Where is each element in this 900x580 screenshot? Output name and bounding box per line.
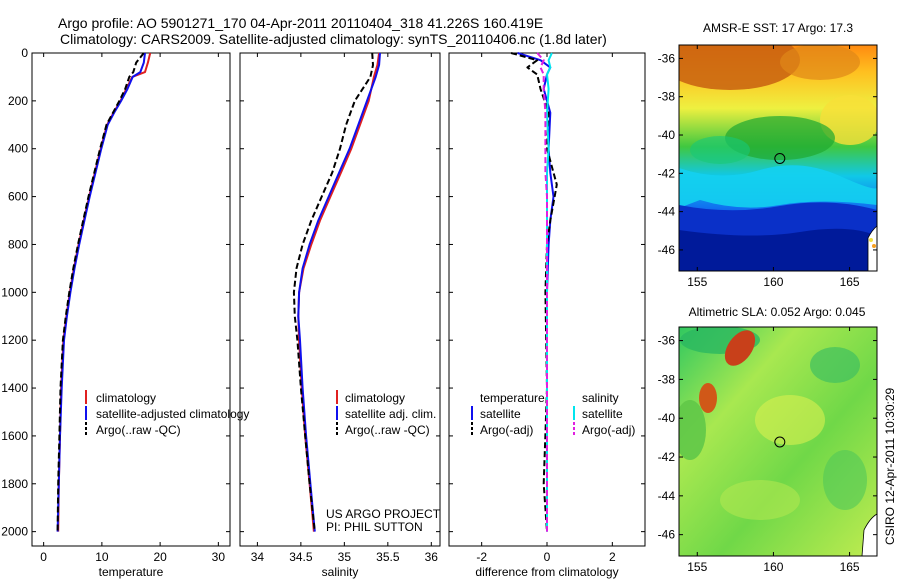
y-tick-label: 1000 <box>1 285 28 299</box>
y-tick-label: -38 <box>658 90 676 104</box>
legend-entry: Argo(-adj) <box>480 423 533 437</box>
y-tick-label: 600 <box>8 190 28 204</box>
y-tick-label: -44 <box>658 205 676 219</box>
figure-title-line1: Argo profile: AO 5901271_170 04-Apr-2011… <box>58 15 543 31</box>
y-tick-label: 200 <box>8 94 28 108</box>
x-tick-label: 0 <box>40 550 47 564</box>
series-line <box>56 52 145 532</box>
plot-frame <box>239 52 441 547</box>
figure-title-line2: Climatology: CARS2009. Satellite-adjuste… <box>60 31 607 47</box>
x-tick-label: -2 <box>476 550 487 564</box>
difference-legend: temperature satellite Argo(-adj) salinit… <box>471 391 635 437</box>
x-tick-label: 30 <box>212 550 226 564</box>
legend-entry: Argo(-adj) <box>582 423 635 437</box>
y-tick-label: -40 <box>658 411 676 425</box>
x-tick-label: 34 <box>251 550 265 564</box>
y-tick-label: 2000 <box>1 525 28 539</box>
timestamp-stamp: CSIRO 12-Apr-2011 10:30:29 <box>883 387 897 545</box>
y-tick-label: 1600 <box>1 429 28 443</box>
y-tick-label: 400 <box>8 142 28 156</box>
y-tick-label: -36 <box>658 334 676 348</box>
y-tick-label: -46 <box>658 528 676 542</box>
x-tick-label: 0 <box>544 550 551 564</box>
x-tick-label: 2 <box>609 550 616 564</box>
legend-entry: climatology <box>96 391 156 405</box>
series-line <box>297 52 381 532</box>
sla-axes: -36 -38 -40 -42 -44 -46 155 160 165 <box>658 327 877 574</box>
x-axis-label: temperature <box>99 565 164 579</box>
sst-axes: -36 -38 -40 -42 -44 -46 155 160 165 <box>658 45 877 289</box>
x-tick-label: 155 <box>687 275 707 289</box>
sst-map-panel: AMSR-E SST: 17 Argo: 17.3 -36 -38 -40 -42 -4… <box>658 21 878 289</box>
legend-entry: satellite-adjusted climatology <box>96 407 249 421</box>
x-tick-label: 10 <box>95 550 109 564</box>
x-tick-label: 160 <box>763 275 783 289</box>
series-line <box>536 52 548 532</box>
temperature-legend: climatology satellite-adjusted climatolo… <box>85 390 249 437</box>
x-axis-label: salinity <box>322 565 359 579</box>
y-tick-label: 0 <box>21 46 28 60</box>
legend-entry: climatology <box>345 391 405 405</box>
x-tick-label: 155 <box>687 560 707 574</box>
argo-position-marker <box>774 152 786 164</box>
y-tick-label: -38 <box>658 372 676 386</box>
temperature-panel: 0 200 400 600 800 1000 1200 1400 1600 1800 2000 0 10… <box>1 46 231 579</box>
series-line <box>56 52 146 532</box>
sst-heatmap <box>679 45 877 271</box>
y-tick-label: -36 <box>658 51 676 65</box>
y-tick-label: -46 <box>658 243 676 257</box>
x-axis-label: difference from climatology <box>475 565 618 579</box>
sla-map-title: Altimetric SLA: 0.052 Argo: 0.045 <box>689 305 866 319</box>
y-tick-label: 1200 <box>1 333 28 347</box>
y-tick-label: 1800 <box>1 477 28 491</box>
legend-entry: satellite <box>480 407 521 421</box>
y-tick-label: -44 <box>658 489 676 503</box>
y-tick-label: 1400 <box>1 381 28 395</box>
x-tick-label: 36 <box>425 550 439 564</box>
x-tick-label: 35.5 <box>376 550 400 564</box>
legend-entry: satellite adj. clim. <box>345 407 436 421</box>
pi-credit: PI: PHIL SUTTON <box>326 520 423 534</box>
sla-heatmap <box>679 327 877 556</box>
salinity-panel: 34 34.5 35 35.5 36 salinity <box>239 52 441 579</box>
y-tick-label: -42 <box>658 450 676 464</box>
series-line <box>292 52 374 532</box>
y-tick-label: 800 <box>8 237 28 251</box>
y-tick-label: -40 <box>658 128 676 142</box>
legend-header: salinity <box>582 391 619 405</box>
y-tick-label: -42 <box>658 166 676 180</box>
x-tick-label: 165 <box>840 275 860 289</box>
x-tick-label: 20 <box>153 550 167 564</box>
legend-entry: Argo(..raw -QC) <box>345 423 430 437</box>
plot-frame <box>31 52 231 547</box>
sla-map-panel: Altimetric SLA: 0.052 Argo: 0.045 -36 -38… <box>658 305 878 574</box>
x-tick-label: 160 <box>763 560 783 574</box>
x-tick-label: 34.5 <box>289 550 313 564</box>
legend-entry: Argo(..raw -QC) <box>96 423 181 437</box>
argo-position-marker <box>774 436 786 448</box>
sst-map-title: AMSR-E SST: 17 Argo: 17.3 <box>703 21 853 35</box>
project-credit: US ARGO PROJECT <box>326 507 441 521</box>
legend-entry: satellite <box>582 407 623 421</box>
x-tick-label: 35 <box>338 550 352 564</box>
x-tick-label: 165 <box>840 560 860 574</box>
legend-header: temperature <box>480 391 545 405</box>
salinity-legend: climatology satellite adj. clim. Argo(..… <box>336 390 436 437</box>
